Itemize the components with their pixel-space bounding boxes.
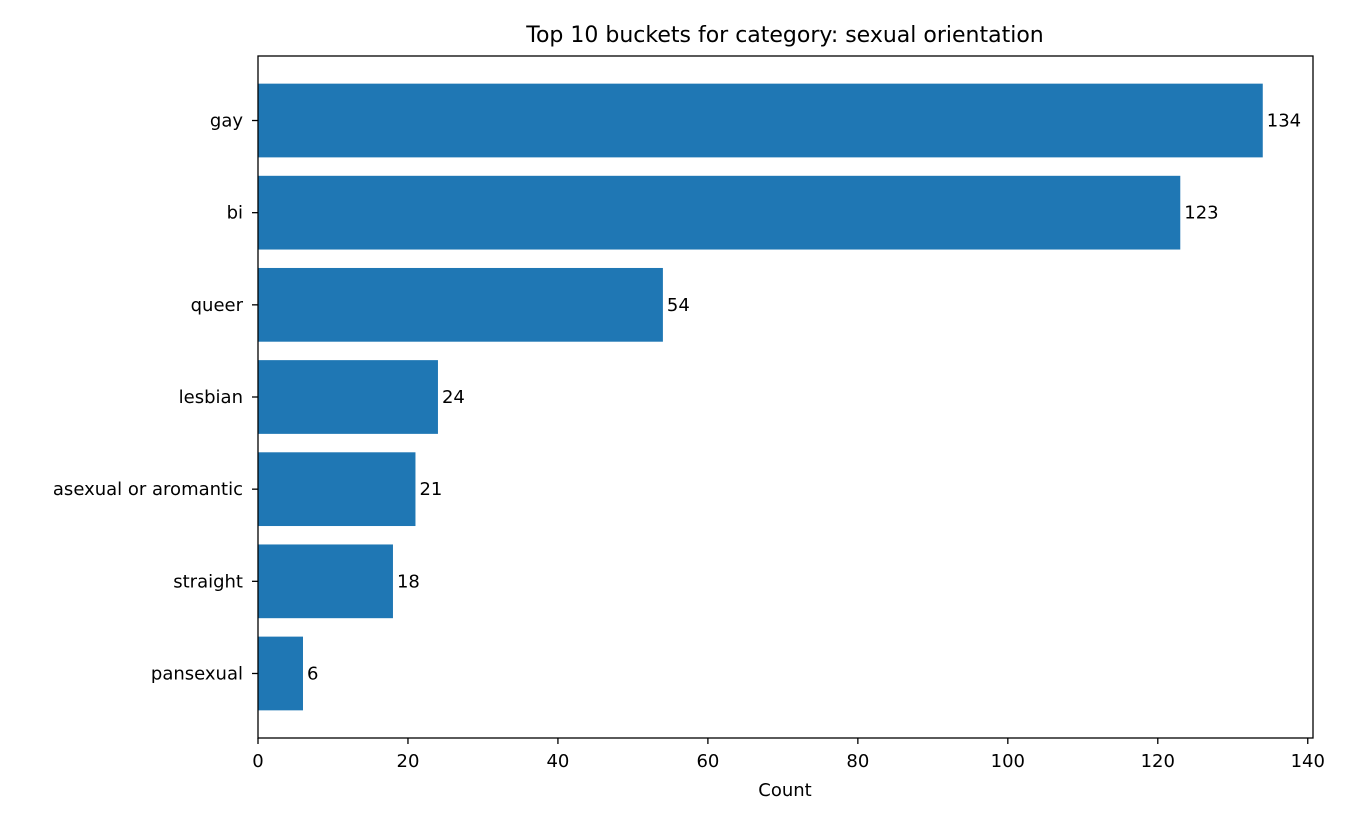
x-tick-label: 100 <box>991 751 1025 772</box>
data-label: 54 <box>667 295 690 316</box>
x-tick-label: 140 <box>1291 751 1325 772</box>
chart-title: Top 10 buckets for category: sexual orie… <box>525 23 1043 48</box>
bar-gay <box>258 83 1263 158</box>
data-label: 134 <box>1267 111 1301 132</box>
x-ticks: 0 20 40 60 80 100 120 140 <box>252 738 1325 772</box>
x-tick-label: 80 <box>846 751 869 772</box>
data-label: 123 <box>1184 203 1218 224</box>
plot-frame <box>257 55 1314 739</box>
x-tick-label: 120 <box>1141 751 1175 772</box>
category-label: straight <box>173 571 243 592</box>
bar-asexual-or-aromantic <box>258 452 416 527</box>
category-label: lesbian <box>179 387 243 408</box>
bar-straight <box>258 544 393 619</box>
bars-group <box>258 83 1263 711</box>
category-label: pansexual <box>151 663 243 684</box>
category-labels: gay bi queer lesbian asexual or aromantic str… <box>53 111 258 684</box>
category-label: asexual or aromantic <box>53 479 243 500</box>
x-axis-label: Count <box>758 780 811 801</box>
data-label: 21 <box>419 479 442 500</box>
data-labels: 134 123 54 24 21 18 6 <box>307 111 1301 685</box>
category-label: bi <box>227 203 243 224</box>
data-label: 18 <box>397 571 420 592</box>
category-label: gay <box>210 111 243 132</box>
bar-bi <box>258 175 1181 250</box>
x-tick-label: 20 <box>397 751 420 772</box>
x-tick-label: 0 <box>252 751 263 772</box>
bar-lesbian <box>258 360 438 434</box>
category-label: queer <box>191 295 244 316</box>
data-label: 24 <box>442 387 465 408</box>
x-tick-label: 40 <box>546 751 569 772</box>
bar-pansexual <box>258 636 303 711</box>
data-label: 6 <box>307 663 318 684</box>
x-tick-label: 60 <box>696 751 719 772</box>
bar-queer <box>258 267 663 342</box>
